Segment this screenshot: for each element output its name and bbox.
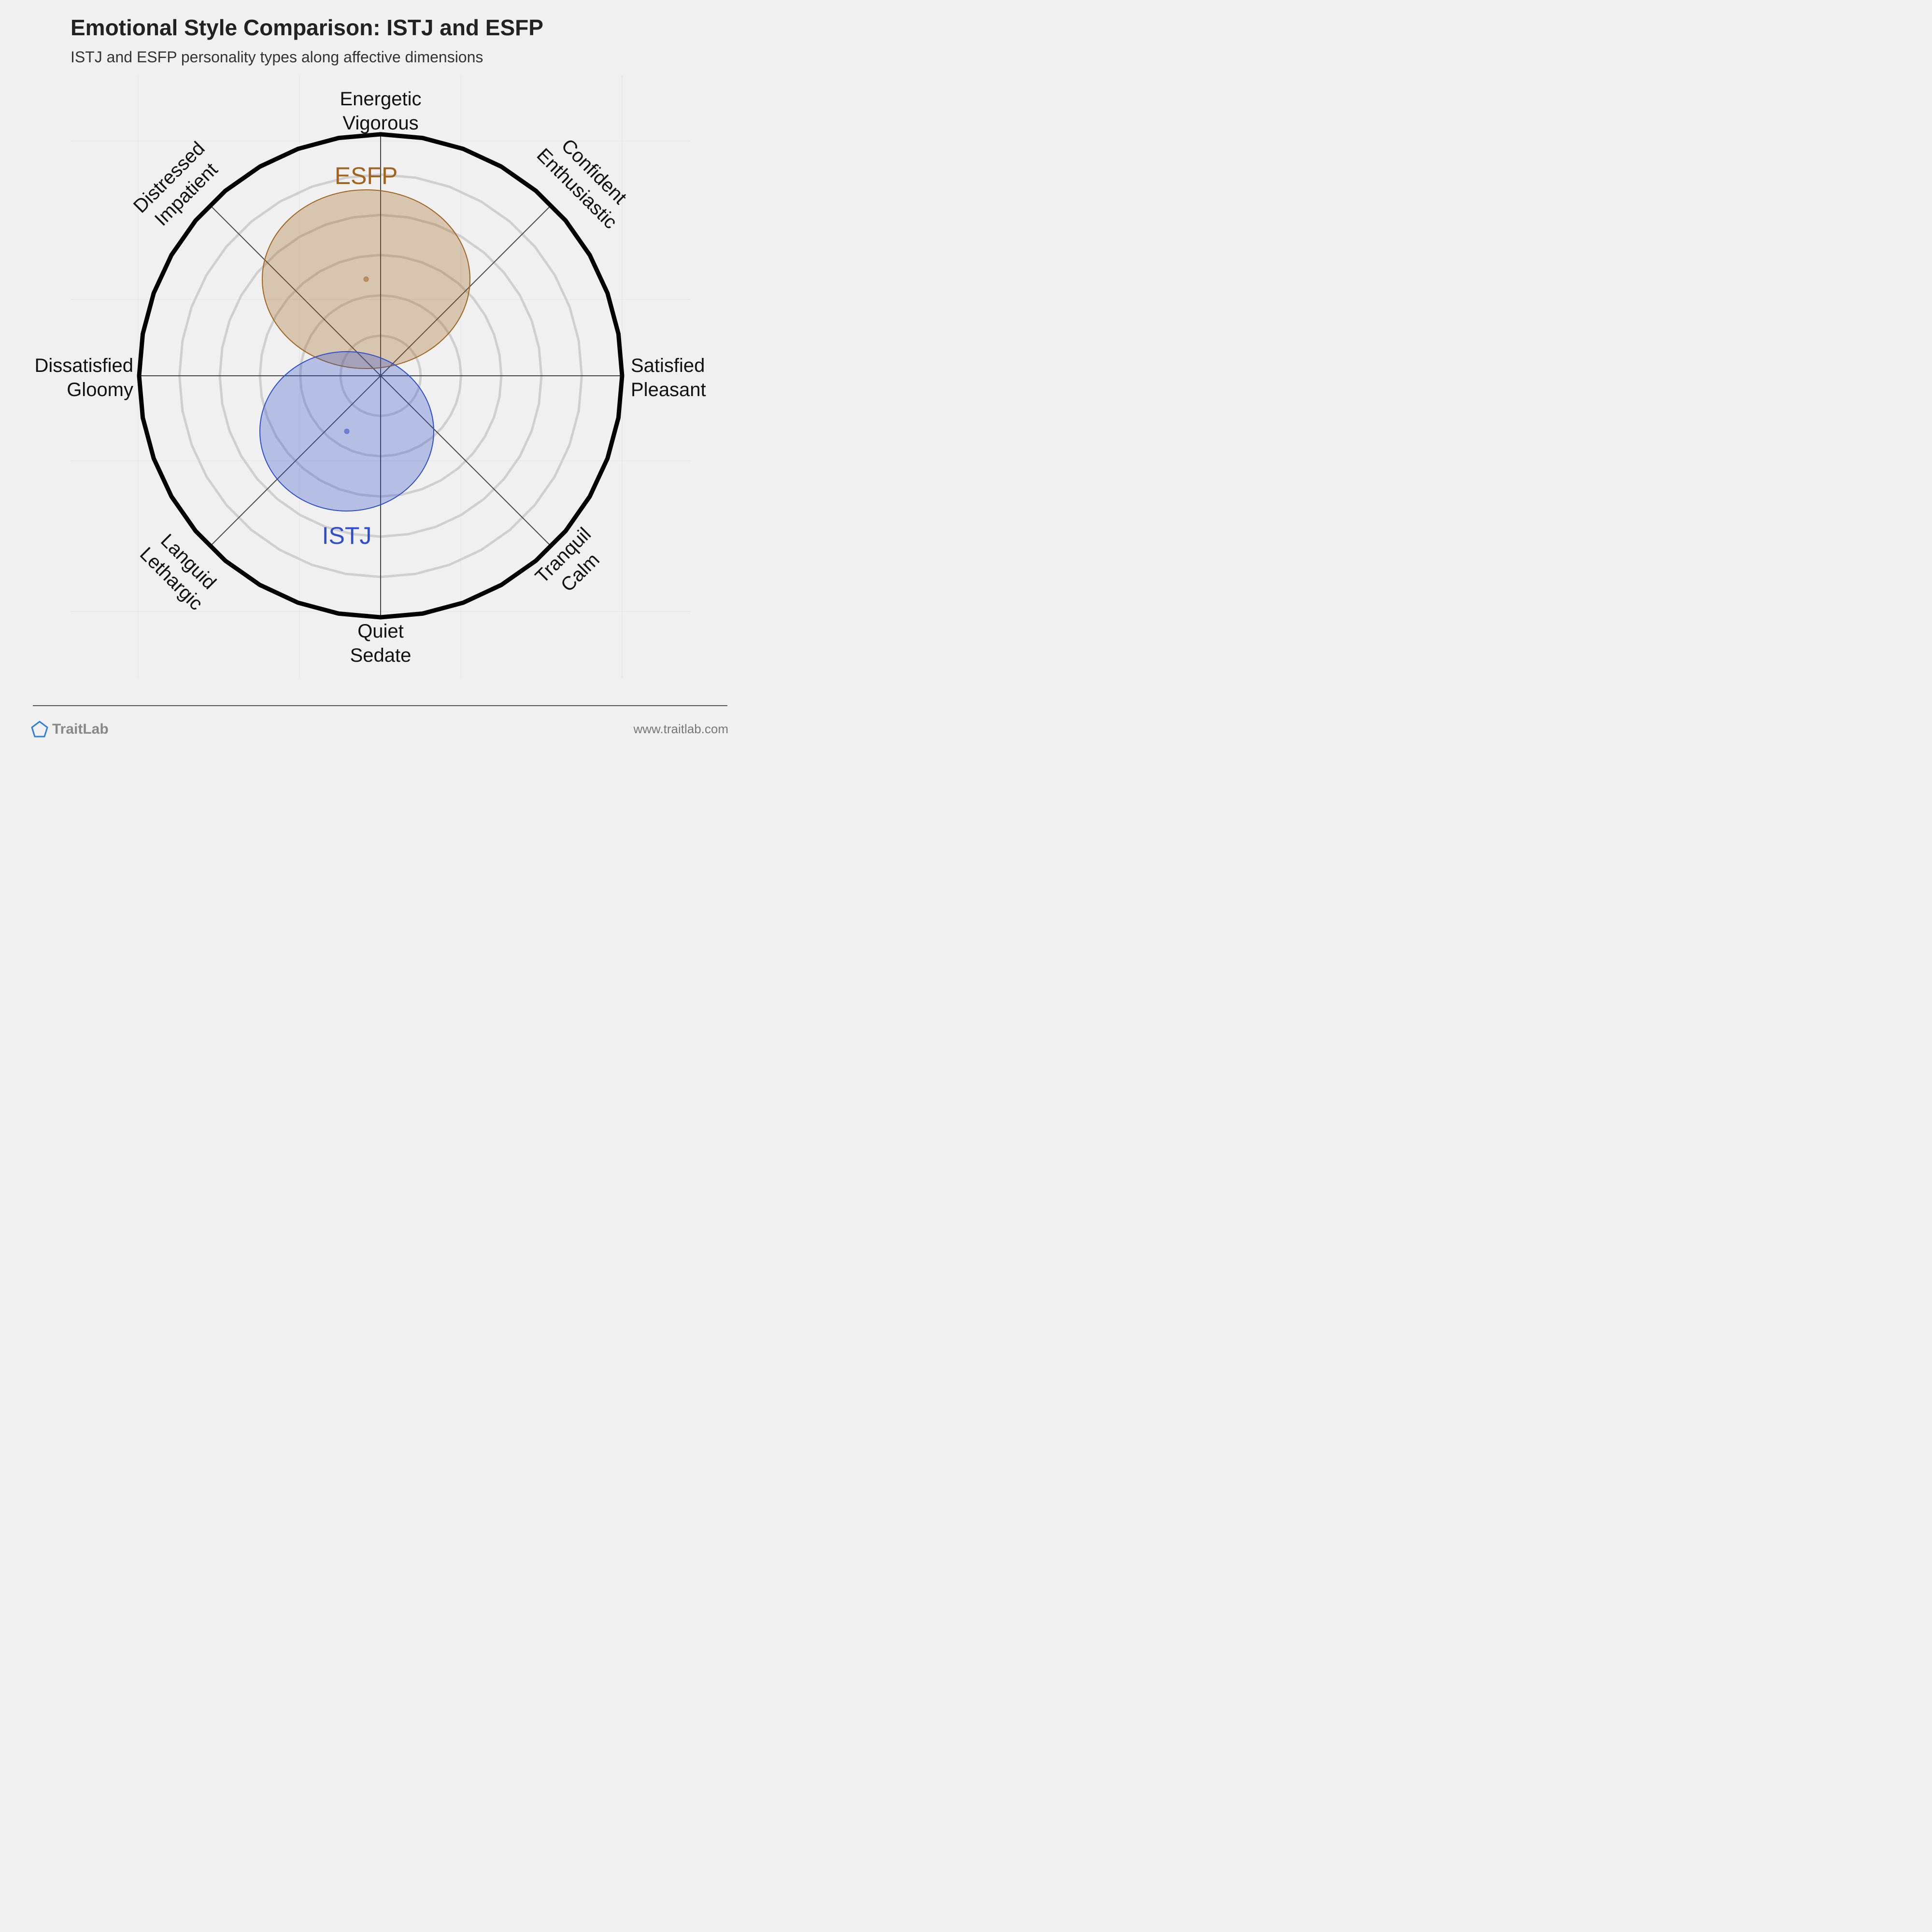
axis-label-satisfied: Satisfied xyxy=(631,355,705,376)
istj-label: ISTJ xyxy=(322,522,372,549)
axis-label-energetic: Energetic xyxy=(340,88,422,110)
footer-divider xyxy=(33,705,727,706)
axis-label-vigorous: Vigorous xyxy=(342,113,418,134)
axis-lines xyxy=(139,134,622,617)
esfp-label: ESFP xyxy=(335,162,398,189)
outer-boundary xyxy=(137,132,625,620)
axis-label-pleasant: Pleasant xyxy=(631,379,706,400)
istj-center-point xyxy=(344,428,350,434)
type-ellipses xyxy=(259,189,470,511)
pentagon-icon xyxy=(31,721,48,738)
axis-label-dissatisfied: Dissatisfied xyxy=(34,355,133,376)
radial-chart: Energetic Vigorous Quiet Sedate Satisfie… xyxy=(34,75,706,679)
axis-label-gloomy: Gloomy xyxy=(67,379,133,400)
axis-label-sedate: Sedate xyxy=(350,645,412,666)
axis-label-quiet: Quiet xyxy=(357,621,404,642)
website-link[interactable]: www.traitlab.com xyxy=(633,722,729,736)
chart-page: Emotional Style Comparison: ISTJ and ESF… xyxy=(0,0,757,757)
brand-name: TraitLab xyxy=(52,721,109,737)
chart-title: Emotional Style Comparison: ISTJ and ESF… xyxy=(71,15,543,40)
axis-diagonal-ne-sw xyxy=(209,204,552,547)
type-labels: ESFP ISTJ xyxy=(322,162,398,549)
outer-ring xyxy=(137,132,625,620)
brand-logo[interactable]: TraitLab xyxy=(30,719,109,740)
esfp-center-point xyxy=(363,276,369,282)
chart-subtitle: ISTJ and ESFP personality types along af… xyxy=(71,48,483,66)
